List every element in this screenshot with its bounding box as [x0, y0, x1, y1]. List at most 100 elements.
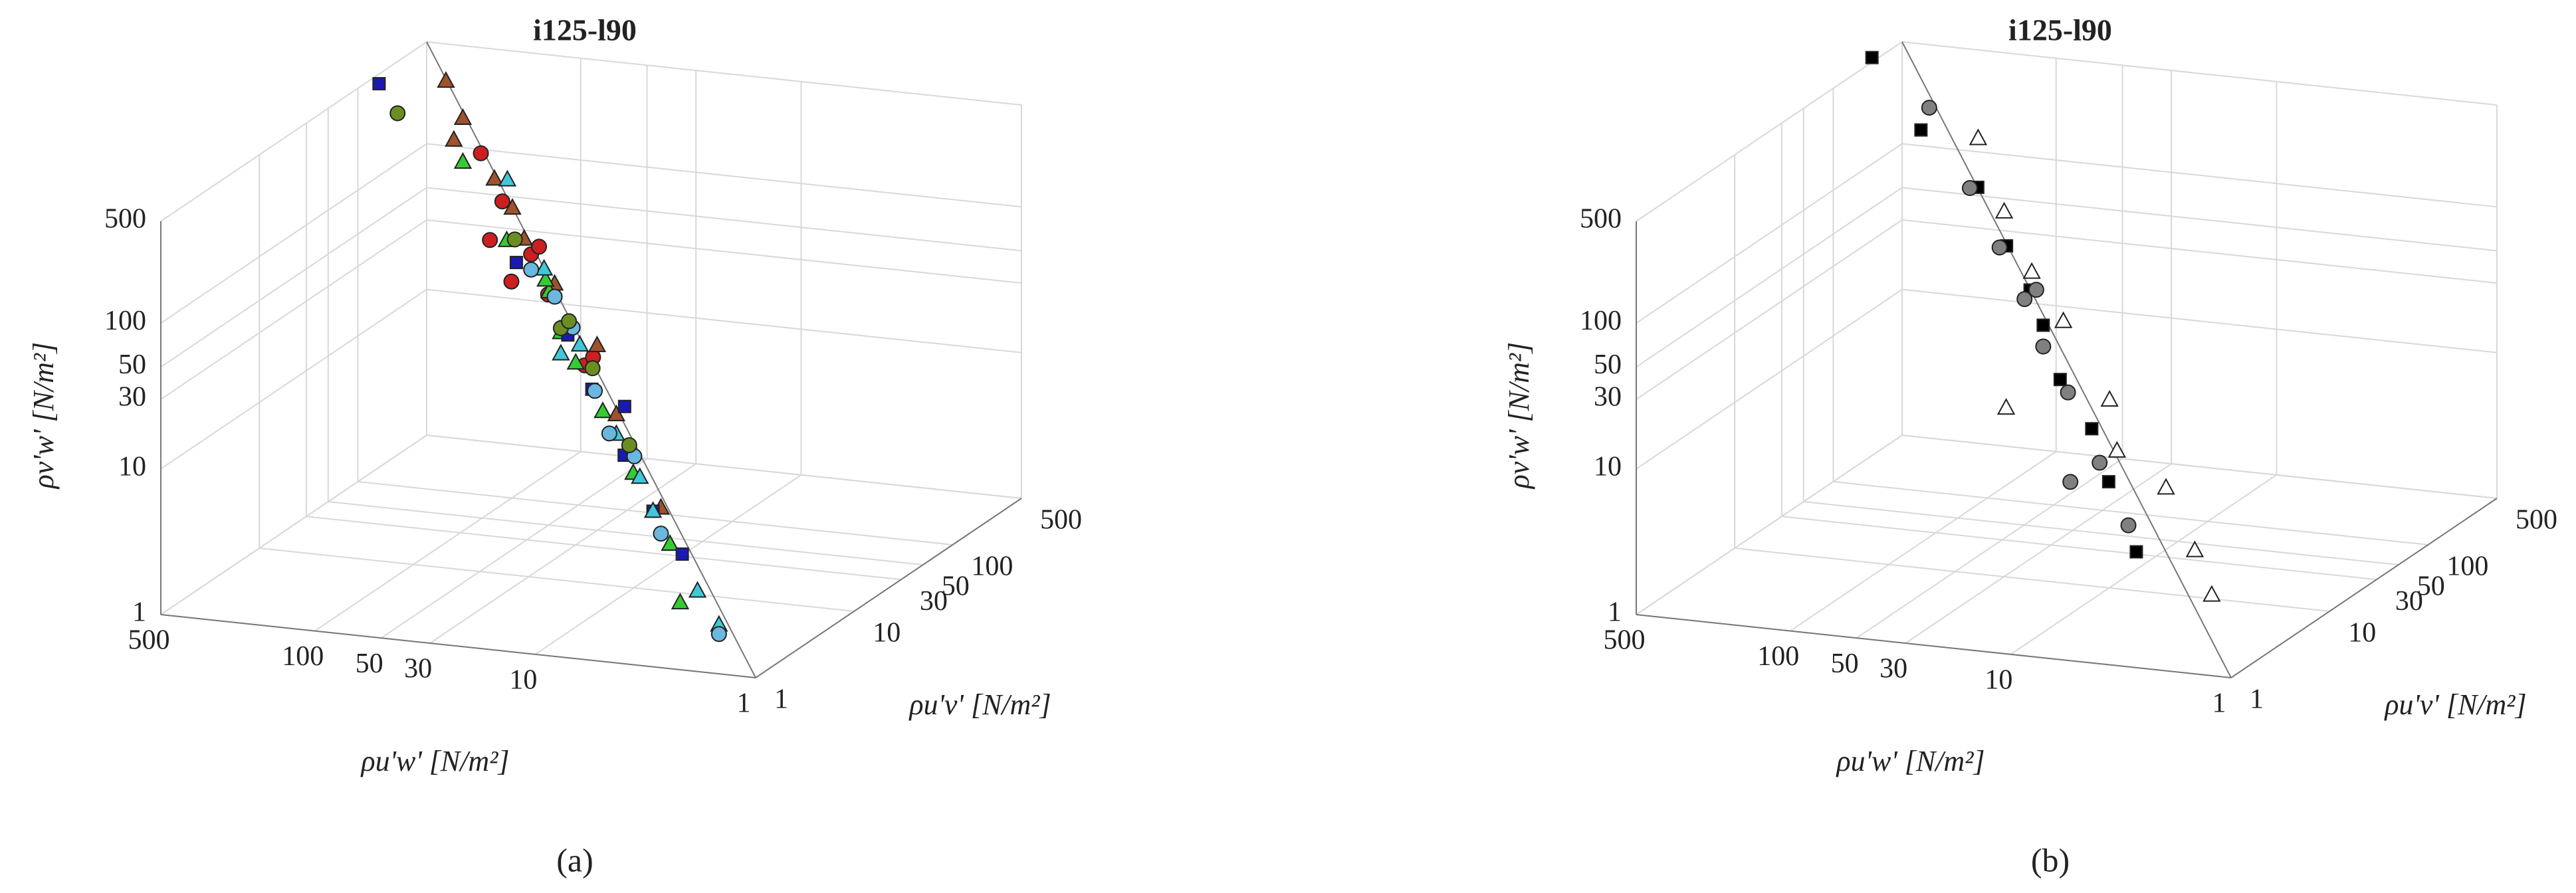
grid-line: [1833, 480, 2428, 546]
data-point: [566, 353, 585, 370]
data-point: [688, 581, 707, 598]
data-point: [1969, 128, 1988, 146]
x-tick-label: 100: [1757, 641, 1799, 672]
data-point: [587, 383, 603, 399]
y-tick-label: 30: [920, 586, 948, 617]
data-point: [485, 169, 504, 186]
data-point: [498, 169, 517, 187]
grid-line: [1636, 435, 1903, 615]
data-point: [643, 501, 663, 518]
data-point: [506, 231, 523, 248]
data-point: [482, 232, 498, 248]
data-point: [561, 313, 578, 330]
data-point: [2129, 545, 2143, 559]
data-point: [372, 76, 386, 90]
data-point: [2185, 540, 2204, 557]
data-point: [2107, 441, 2127, 458]
data-point: [2157, 478, 2175, 495]
data-point: [617, 399, 631, 413]
data-point: [453, 108, 473, 125]
data-point: [1991, 239, 2008, 256]
z-tick-label: 30: [118, 382, 146, 413]
y-axis-label: ρu'v' [N/m²]: [2383, 688, 2526, 721]
x-tick-label: 100: [282, 641, 324, 672]
data-point: [437, 71, 455, 88]
grid-line: [328, 501, 923, 566]
grid-line: [1901, 143, 2498, 208]
data-point: [1865, 50, 1879, 64]
grid-line: [1901, 288, 2498, 353]
data-point: [536, 270, 555, 287]
z-tick-label: 10: [1594, 451, 1622, 482]
panel-caption: (b): [2031, 841, 2070, 878]
x-tick-label: 50: [1831, 648, 1859, 679]
axis-edge: [160, 614, 756, 678]
grid-line: [426, 288, 1022, 353]
y-axis-label: ρu'v' [N/m²]: [908, 688, 1051, 721]
data-point: [2060, 384, 2076, 401]
z-tick-label: 500: [1580, 204, 1622, 235]
data-point: [2085, 422, 2099, 436]
grid-line: [426, 435, 1022, 499]
grid-line: [160, 143, 427, 324]
grid-line: [160, 187, 427, 368]
data-point: [2053, 373, 2067, 387]
data-point: [531, 239, 548, 255]
grid-line: [1636, 288, 1903, 470]
z-tick-label: 500: [104, 204, 146, 235]
z-tick-label: 1: [1608, 597, 1622, 628]
data-point: [1994, 201, 2014, 219]
data-point: [675, 547, 689, 561]
data-point: [1996, 398, 2016, 415]
grid-line: [1901, 219, 2498, 284]
data-point: [2100, 389, 2119, 407]
grid-line: [426, 187, 1022, 252]
grid-line: [1781, 516, 2377, 581]
chart-panel: 110305010050011030501005001103050100500i…: [1503, 13, 2557, 879]
y-tick-label: 30: [2395, 586, 2423, 617]
grid-line: [1636, 143, 1903, 324]
data-point: [2054, 311, 2073, 328]
z-tick-label: 30: [1594, 382, 1622, 413]
y-tick-label: 50: [2417, 571, 2445, 602]
grid-line: [426, 41, 1022, 106]
data-point: [584, 360, 601, 377]
data-point: [2092, 454, 2108, 471]
data-point: [552, 344, 570, 361]
data-point: [503, 197, 522, 215]
data-point: [546, 288, 563, 305]
data-point: [2036, 318, 2050, 332]
z-tick-label: 10: [118, 451, 146, 482]
y-tick-label: 500: [2516, 505, 2557, 536]
data-point: [631, 467, 649, 484]
reference-line: [1901, 41, 2232, 678]
x-tick-label: 50: [356, 648, 383, 679]
grid-line: [160, 288, 427, 470]
grid-line: [259, 547, 855, 612]
z-tick-label: 50: [118, 349, 146, 380]
chart-title: i125-l90: [2008, 13, 2112, 47]
grid-line: [1735, 547, 2330, 612]
axis-edge: [2230, 498, 2498, 678]
y-tick-label: 1: [774, 684, 788, 715]
data-point: [601, 425, 617, 442]
data-point: [1914, 123, 1928, 137]
grid-line: [1636, 41, 1903, 222]
data-point: [509, 256, 523, 270]
data-point: [593, 401, 612, 419]
panel-caption: (a): [556, 841, 593, 878]
grid-line: [1901, 187, 2498, 252]
y-tick-label: 100: [2446, 551, 2488, 582]
data-point: [2022, 262, 2041, 279]
grid-line: [306, 516, 902, 581]
x-tick-label: 10: [1985, 664, 2012, 695]
data-point: [570, 334, 590, 352]
x-tick-label: 500: [128, 625, 170, 656]
data-point: [1961, 180, 1978, 197]
x-tick-label: 10: [509, 664, 537, 695]
data-point: [653, 526, 669, 542]
data-point: [1921, 100, 1937, 116]
z-tick-label: 100: [1580, 306, 1622, 336]
grid-line: [1803, 501, 2399, 566]
